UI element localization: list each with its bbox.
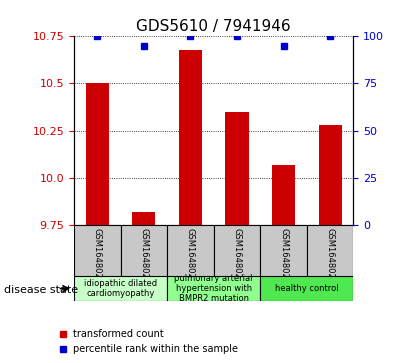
Text: GSM1648027: GSM1648027 <box>279 228 288 284</box>
Bar <box>260 276 353 301</box>
Text: GSM1648028: GSM1648028 <box>326 228 335 284</box>
Text: healthy control: healthy control <box>275 284 339 293</box>
Title: GDS5610 / 7941946: GDS5610 / 7941946 <box>136 19 291 34</box>
Bar <box>120 225 167 276</box>
Bar <box>85 83 109 225</box>
Text: GSM1648026: GSM1648026 <box>233 228 242 284</box>
Text: GSM1648023: GSM1648023 <box>93 228 102 284</box>
Bar <box>214 225 260 276</box>
Bar <box>319 125 342 225</box>
Bar <box>272 165 295 225</box>
Bar <box>167 276 260 301</box>
Bar <box>74 225 120 276</box>
Bar <box>179 49 202 225</box>
Bar <box>167 225 214 276</box>
Legend: transformed count, percentile rank within the sample: transformed count, percentile rank withi… <box>54 326 242 358</box>
Bar <box>225 112 249 225</box>
Text: idiopathic dilated
cardiomyopathy: idiopathic dilated cardiomyopathy <box>84 279 157 298</box>
Text: disease state: disease state <box>4 285 78 295</box>
Bar <box>74 276 167 301</box>
Bar <box>132 212 155 225</box>
Text: pulmonary arterial
hypertension with
BMPR2 mutation: pulmonary arterial hypertension with BMP… <box>175 274 253 303</box>
Bar <box>260 225 307 276</box>
Text: GSM1648024: GSM1648024 <box>139 228 148 284</box>
Bar <box>307 225 353 276</box>
Text: GSM1648025: GSM1648025 <box>186 228 195 284</box>
